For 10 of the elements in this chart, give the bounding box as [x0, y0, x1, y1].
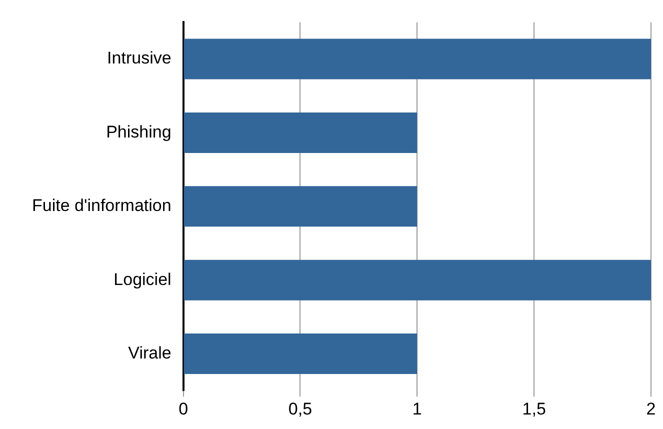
y-tick-label: Phishing	[106, 122, 172, 142]
x-tick-label: 1,5	[522, 399, 546, 418]
x-tick-label: 0	[178, 399, 188, 418]
y-tick-label: Logiciel	[114, 270, 172, 289]
y-tick-label: Virale	[128, 343, 172, 362]
x-tick-label: 1	[412, 399, 422, 418]
x-tick-label: 0,5	[288, 399, 312, 418]
x-tick-label: 2	[646, 399, 656, 418]
y-tick-label: Intrusive	[107, 48, 172, 68]
y-tick-label: Fuite d'information	[32, 196, 172, 216]
